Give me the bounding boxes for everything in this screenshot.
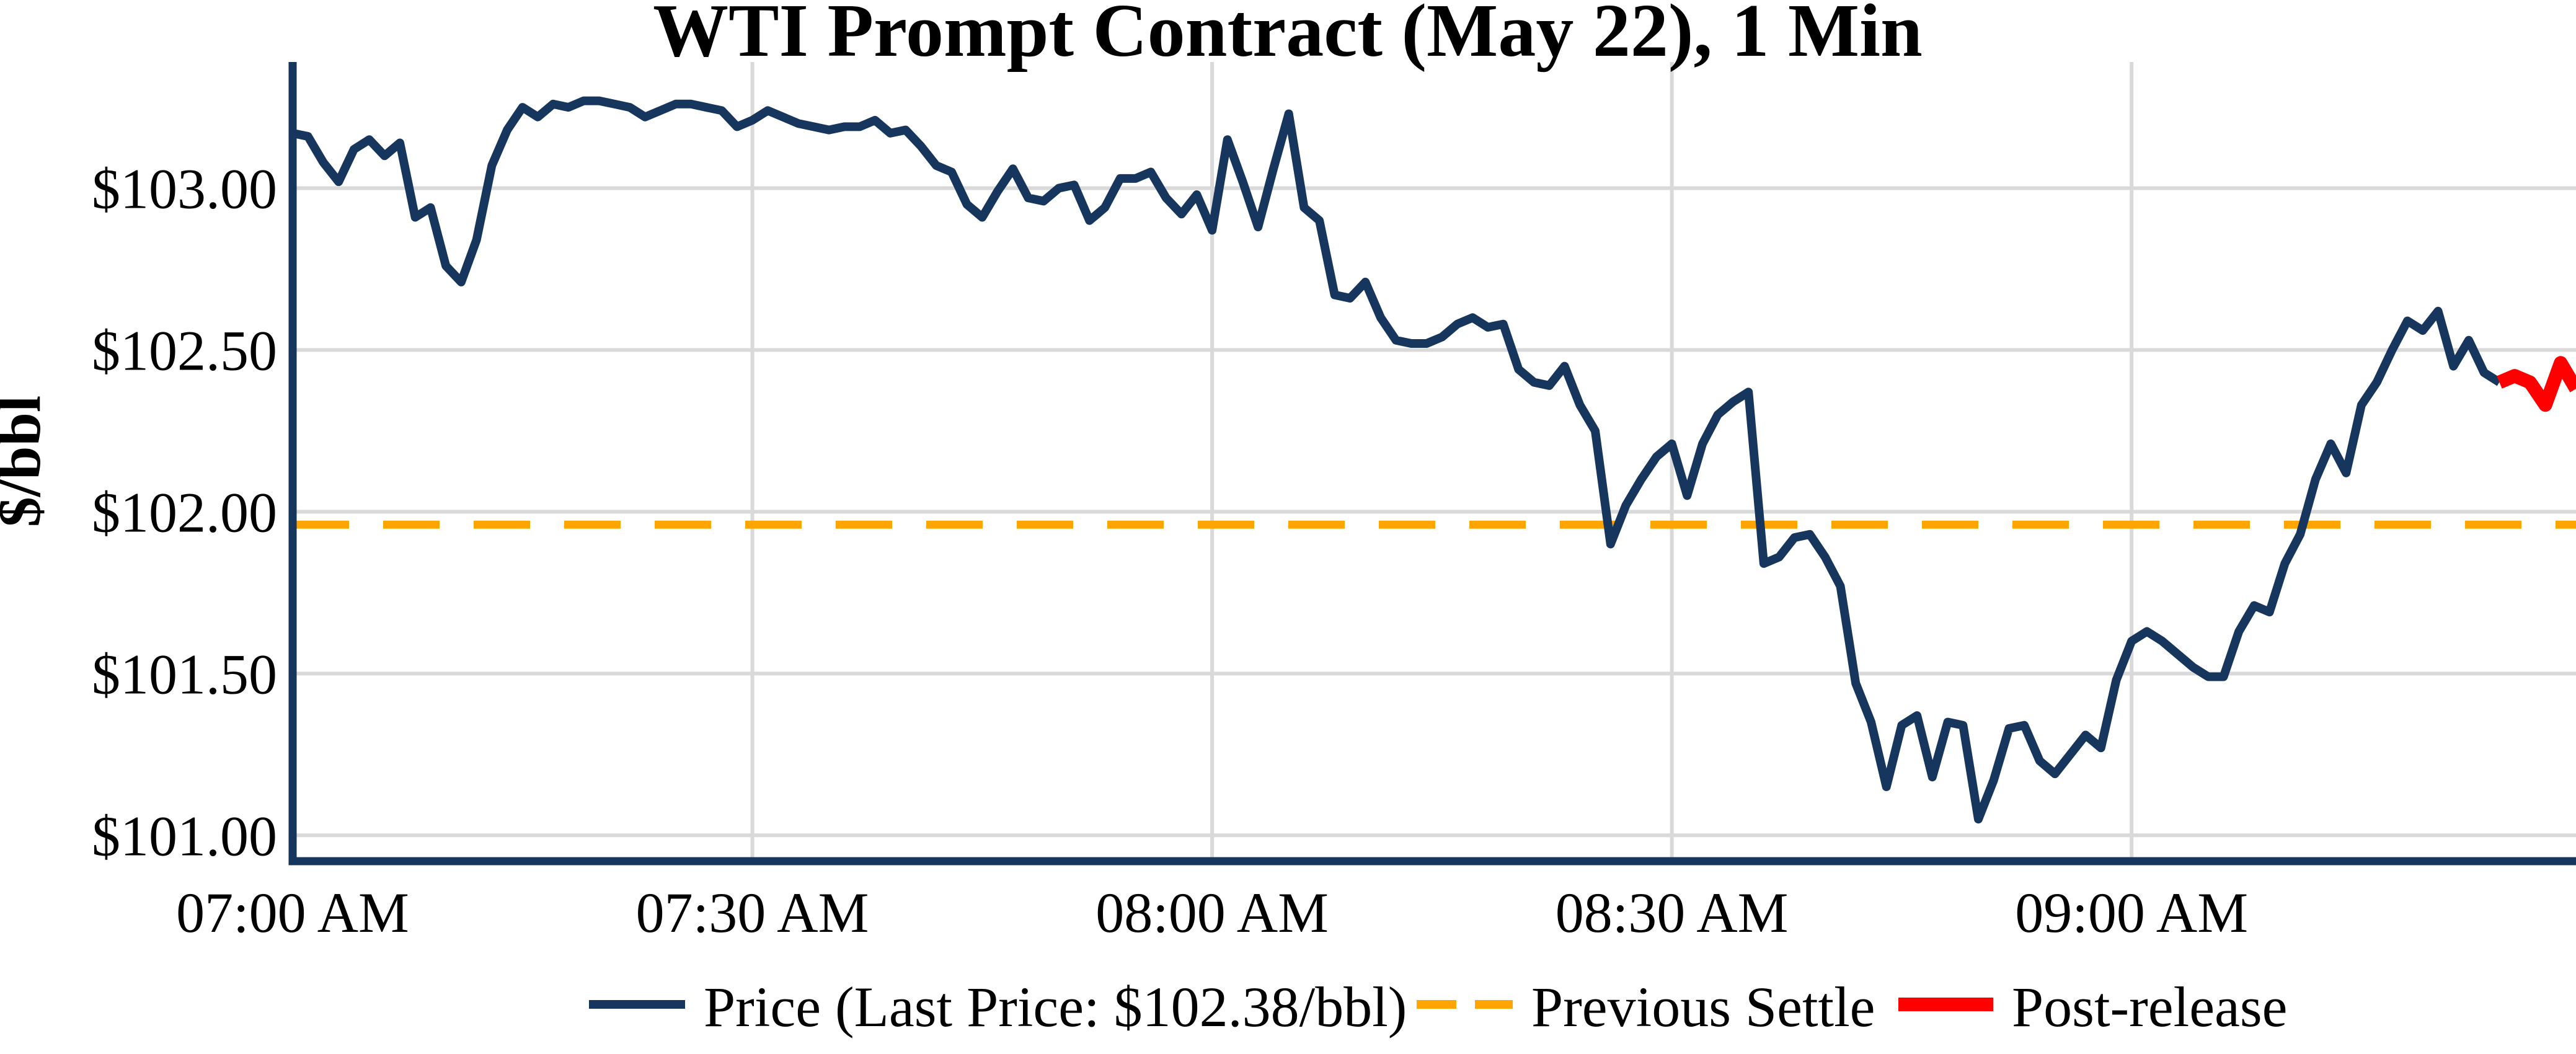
x-tick-label: 09:00 AM (2015, 881, 2248, 944)
series-lines (291, 96, 2576, 824)
x-tick-label: 08:00 AM (1095, 881, 1329, 944)
y-tick-label: $101.50 (92, 642, 277, 706)
tick-labels: $101.00 $101.50 $102.00 $102.50 $103.00 07:00… (92, 157, 2248, 944)
axes-spines (288, 62, 2576, 866)
post-release-line (2497, 356, 2576, 412)
x-tick-label: 08:30 AM (1556, 881, 1789, 944)
legend-post-release-label: Post-release (2012, 975, 2288, 1038)
y-tick-label: $101.00 (92, 804, 277, 867)
legend: Price (Last Price: $102.38/bbl) Previous… (589, 975, 2288, 1038)
plot-area (293, 62, 2576, 861)
y-tick-label: $102.50 (92, 319, 277, 382)
y-tick-label: $102.00 (92, 480, 277, 544)
legend-previous-settle-label: Previous Settle (1531, 975, 1875, 1038)
x-tick-label: 07:00 AM (176, 881, 409, 944)
gridlines (293, 62, 2576, 861)
price-line (291, 96, 2502, 824)
chart-title: WTI Prompt Contract (May 22), 1 Min (653, 0, 1923, 73)
y-axis-label: $/bbl (0, 396, 53, 527)
y-tick-label: $103.00 (92, 157, 277, 221)
x-tick-label: 07:30 AM (636, 881, 869, 944)
legend-price-label: Price (Last Price: $102.38/bbl) (704, 975, 1407, 1038)
